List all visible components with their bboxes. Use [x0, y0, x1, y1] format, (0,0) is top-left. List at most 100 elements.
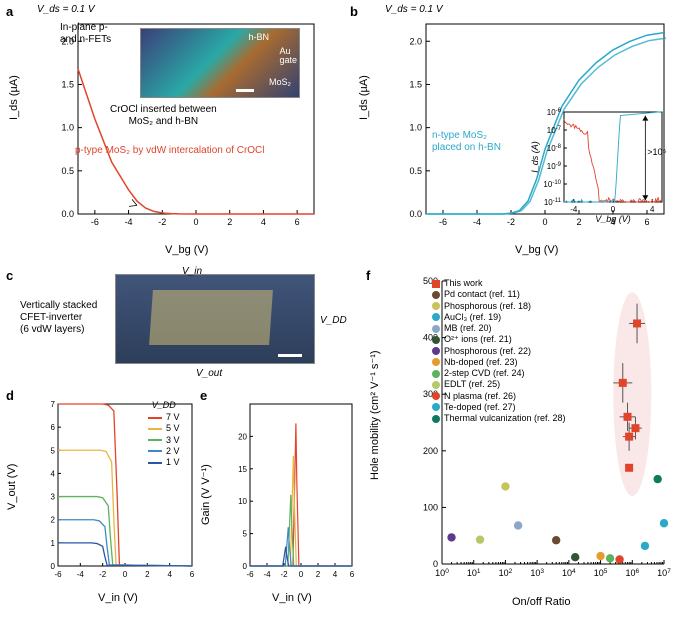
- svg-text:0.0: 0.0: [409, 209, 422, 219]
- xlabel-b: V_bg (V): [515, 244, 558, 256]
- svg-text:0: 0: [123, 570, 128, 579]
- annotation-a1: In-plane p- and n-FETs: [60, 22, 111, 46]
- svg-text:4: 4: [650, 205, 655, 214]
- ylabel-e: Gain (V V⁻¹): [199, 464, 212, 525]
- xlabel-d: V_in (V): [98, 592, 138, 604]
- legend-f-item: O²⁺ ions (ref. 21): [432, 334, 566, 345]
- svg-text:0.0: 0.0: [61, 209, 74, 219]
- svg-text:7: 7: [51, 400, 56, 409]
- svg-text:-2: -2: [99, 570, 107, 579]
- ylabel-b: I_ds (µA): [358, 75, 370, 120]
- svg-text:-4: -4: [263, 570, 271, 579]
- svg-text:102: 102: [499, 568, 513, 579]
- scale-bar-c: [278, 354, 302, 357]
- svg-text:100: 100: [423, 502, 438, 512]
- legend-f-item: EDLT (ref. 25): [432, 379, 566, 390]
- svg-text:-2: -2: [280, 570, 288, 579]
- label-vout: V_out: [196, 368, 222, 380]
- svg-text:1.5: 1.5: [61, 79, 74, 89]
- panel-label-a: a: [6, 4, 13, 19]
- svg-text:4: 4: [51, 469, 56, 478]
- svg-text:103: 103: [530, 568, 544, 579]
- svg-text:6: 6: [51, 423, 56, 432]
- svg-text:20: 20: [238, 432, 247, 441]
- svg-text:>10⁵: >10⁵: [647, 147, 666, 157]
- svg-text:5: 5: [243, 530, 248, 539]
- svg-text:0.5: 0.5: [409, 166, 422, 176]
- legend-f-item: AuCl₃ (ref. 19): [432, 312, 566, 323]
- svg-text:104: 104: [562, 568, 576, 579]
- svg-text:106: 106: [625, 568, 639, 579]
- svg-text:6: 6: [295, 217, 300, 227]
- svg-text:0: 0: [51, 562, 56, 571]
- svg-text:I_ds (A): I_ds (A): [530, 141, 540, 173]
- svg-text:1: 1: [51, 539, 56, 548]
- svg-text:10-10: 10-10: [543, 180, 561, 189]
- legend-f: This workPd contact (ref. 11)Phosphorous…: [432, 278, 566, 424]
- svg-text:10-11: 10-11: [544, 198, 562, 207]
- panel-label-e: e: [200, 388, 207, 403]
- label-vdd: V_DD: [320, 315, 347, 327]
- legend-d-item: 5 V: [148, 423, 180, 434]
- legend-f-item: 2-step CVD (ref. 24): [432, 368, 566, 379]
- svg-text:2: 2: [51, 516, 56, 525]
- inset-label-au: Au gate: [279, 47, 297, 65]
- legend-f-item: Thermal vulcanization (ref. 28): [432, 413, 566, 424]
- svg-text:-6: -6: [54, 570, 62, 579]
- svg-text:10-8: 10-8: [547, 144, 562, 153]
- annotation-a2: CrOCl inserted between MoS₂ and h-BN: [110, 104, 217, 128]
- legend-f-item: Pd contact (ref. 11): [432, 289, 566, 300]
- scale-bar-a: [236, 89, 254, 92]
- xlabel-a: V_bg (V): [165, 244, 208, 256]
- legend-f-item: N plasma (ref. 26): [432, 391, 566, 402]
- panel-label-c: c: [6, 268, 13, 283]
- legend-f-item: Phosphorous (ref. 22): [432, 346, 566, 357]
- svg-text:-4: -4: [570, 205, 578, 214]
- panel-label-b: b: [350, 4, 358, 19]
- svg-text:105: 105: [594, 568, 608, 579]
- svg-text:101: 101: [467, 568, 481, 579]
- svg-text:2: 2: [227, 217, 232, 227]
- svg-text:1.0: 1.0: [61, 123, 74, 133]
- legend-d-item: 1 V: [148, 457, 180, 468]
- svg-text:0: 0: [433, 559, 438, 569]
- legend-f-item: Nb-doped (ref. 23): [432, 357, 566, 368]
- svg-text:0.5: 0.5: [61, 166, 74, 176]
- svg-text:5: 5: [51, 446, 56, 455]
- legend-d-item: 2 V: [148, 446, 180, 457]
- svg-text:1.5: 1.5: [409, 79, 422, 89]
- label-vin: V_in: [182, 266, 202, 278]
- svg-text:1.0: 1.0: [409, 123, 422, 133]
- svg-text:-4: -4: [125, 217, 133, 227]
- svg-text:2: 2: [145, 570, 150, 579]
- panel-label-f: f: [366, 268, 370, 283]
- legend-d-item: 7 V: [148, 412, 180, 423]
- device-overlay: [149, 290, 273, 345]
- svg-text:0: 0: [243, 562, 248, 571]
- svg-text:2: 2: [316, 570, 321, 579]
- svg-text:V_bg (V): V_bg (V): [595, 214, 631, 224]
- svg-text:-2: -2: [158, 217, 166, 227]
- svg-text:15: 15: [238, 465, 247, 474]
- legend-f-item: Te-doped (ref. 27): [432, 402, 566, 413]
- inset-micrograph-c: [115, 274, 315, 364]
- svg-text:200: 200: [423, 446, 438, 456]
- ylabel-d: V_out (V): [6, 464, 18, 510]
- svg-text:-6: -6: [91, 217, 99, 227]
- svg-text:0: 0: [611, 205, 616, 214]
- vds-label-a: V_ds = 0.1 V: [37, 4, 95, 16]
- vds-label-b: V_ds = 0.1 V: [385, 4, 443, 16]
- svg-text:4: 4: [167, 570, 172, 579]
- svg-text:-4: -4: [77, 570, 85, 579]
- legend-d-title: V_DD: [148, 400, 180, 410]
- svg-text:-6: -6: [439, 217, 447, 227]
- svg-text:3: 3: [51, 493, 56, 502]
- svg-text:10-6: 10-6: [547, 108, 562, 117]
- xlabel-f: On/off Ratio: [512, 596, 571, 608]
- legend-d-item: 3 V: [148, 435, 180, 446]
- chart-b-inset: -40410-1110-1010-910-810-710-6V_bg (V)I_…: [530, 106, 668, 224]
- annotation-b1: n-type MoS₂ placed on h-BN: [432, 130, 501, 154]
- ylabel-a: I_ds (µA): [8, 75, 20, 120]
- svg-text:107: 107: [657, 568, 671, 579]
- svg-text:10: 10: [238, 497, 247, 506]
